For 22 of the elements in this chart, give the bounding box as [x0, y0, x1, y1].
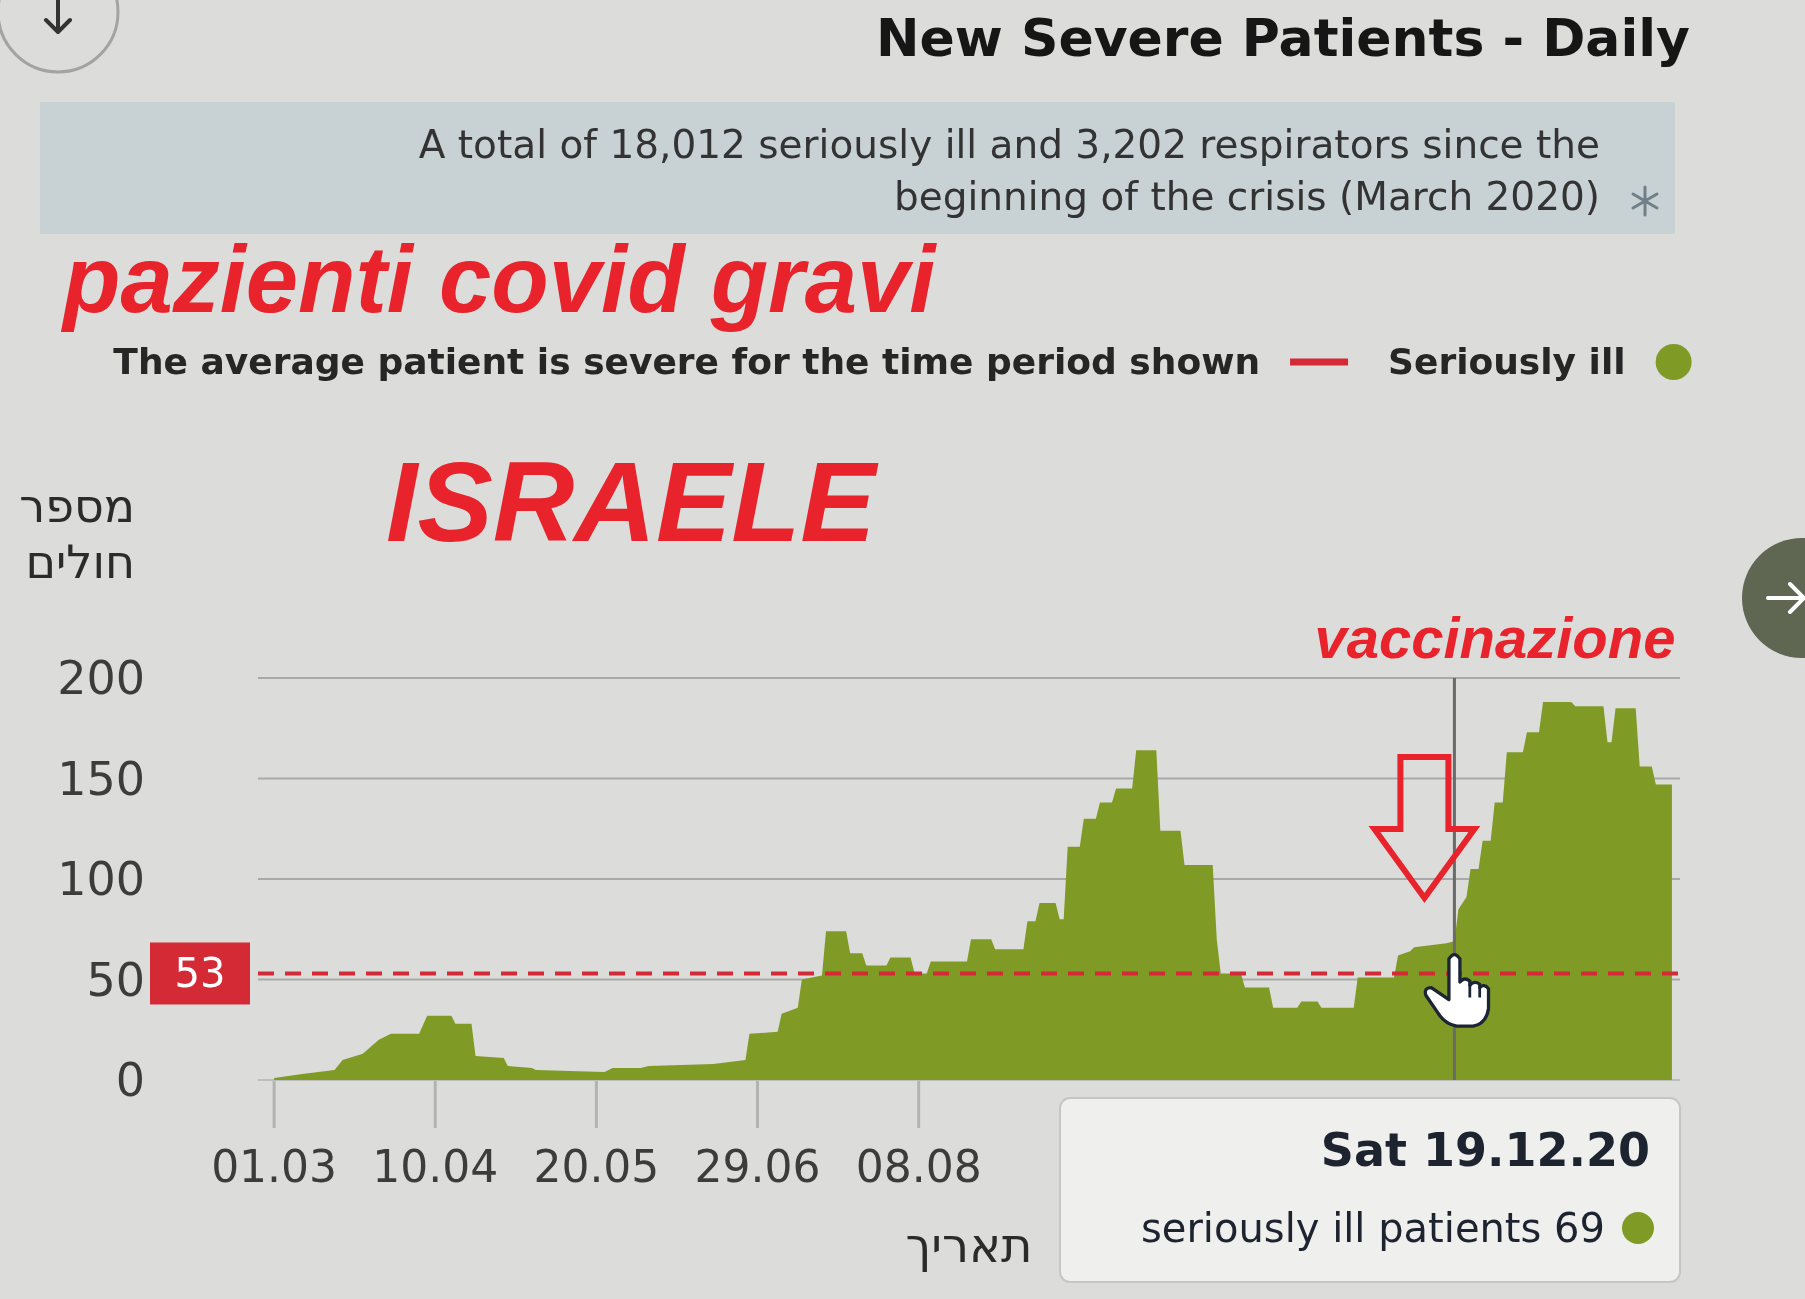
x-tick-label: 01.03	[211, 1141, 338, 1192]
y-axis-title: מספר חולים	[19, 479, 135, 589]
text: seriously ill patients 69	[1140, 1205, 1605, 1251]
legend-label: Seriously ill	[1388, 341, 1626, 382]
x-tick-label: 08.08	[855, 1141, 982, 1192]
ref-line-label: vaccinazione	[1314, 605, 1676, 670]
y-tick-label: 0	[115, 1053, 145, 1107]
text: pazienti covid gravi	[60, 227, 938, 332]
y-tick-label: 200	[57, 651, 145, 705]
x-axis-title: תאריך	[905, 1217, 1033, 1273]
legend-label: The average patient is severe for the time period shown	[113, 341, 1261, 382]
y-tick-label: 50	[86, 952, 145, 1007]
annotation: 53	[174, 950, 226, 997]
chart-subtitle: A total of 18,012 seriously ill and 3,202 respirators since the beginning of the crisis (March 2020)	[418, 122, 1600, 219]
text: ISRAELE	[386, 439, 880, 565]
chart-title: New Severe Patients - Daily	[876, 8, 1690, 68]
text: Sat 19.12.20	[1320, 1123, 1650, 1177]
x-tick-label: 29.06	[694, 1141, 821, 1192]
x-tick-label: 20.05	[533, 1141, 660, 1192]
y-tick-label: 150	[57, 751, 145, 806]
y-tick-label: 100	[57, 852, 145, 906]
x-tick-label: 10.04	[372, 1141, 499, 1192]
